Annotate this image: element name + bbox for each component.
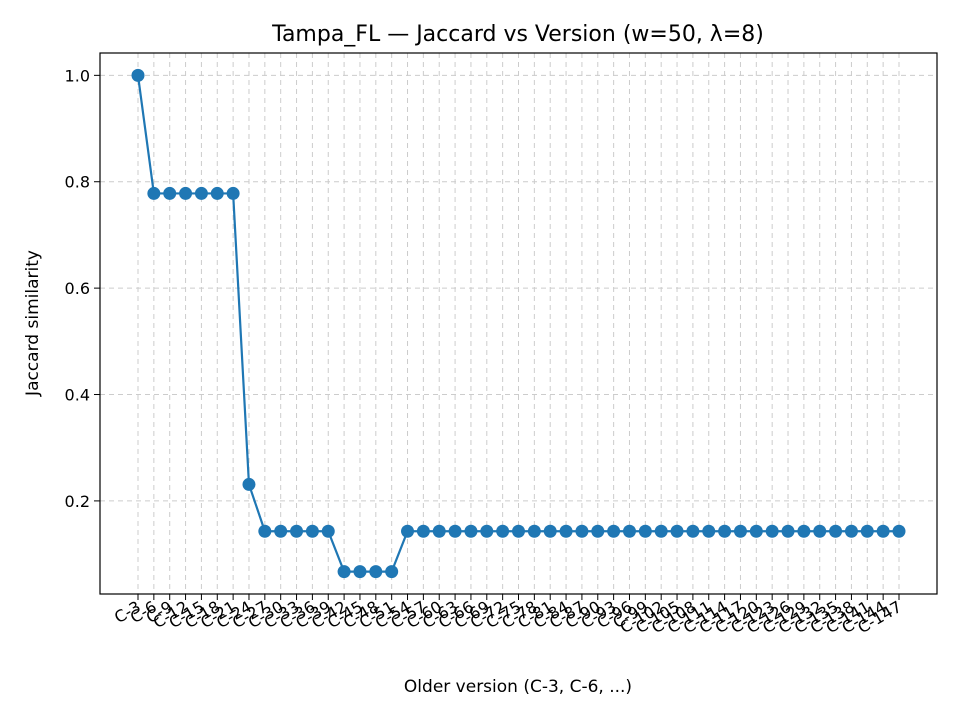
data-point (543, 524, 557, 538)
data-point (179, 186, 193, 200)
data-point (527, 524, 541, 538)
data-point (242, 477, 256, 491)
data-point (860, 524, 874, 538)
y-tick-label: 0.8 (65, 173, 90, 192)
y-axis: 0.2 0.4 0.6 0.8 1.0 (65, 66, 100, 511)
series-layer (131, 68, 906, 579)
data-point (147, 186, 161, 200)
data-point (385, 565, 399, 579)
data-point (702, 524, 716, 538)
data-point (575, 524, 589, 538)
plot-frame (99, 52, 938, 595)
data-point (432, 524, 446, 538)
data-point (131, 68, 145, 82)
data-point (718, 524, 732, 538)
y-axis-label: Jaccard similarity (23, 250, 43, 397)
y-tick-label: 1.0 (65, 66, 90, 85)
data-point (321, 524, 335, 538)
data-point (337, 565, 351, 579)
data-point (353, 565, 367, 579)
data-point (559, 524, 573, 538)
x-axis: C-3C-6C-9C-12C-15C-18C-21C-24C-27C-30C-3… (111, 594, 905, 637)
chart-title: Tampa_FL — Jaccard vs Version (w=50, λ=8… (271, 22, 764, 47)
data-point (305, 524, 319, 538)
data-point (258, 524, 272, 538)
data-point (274, 524, 288, 538)
data-point (607, 524, 621, 538)
x-axis-label: Older version (C-3, C-6, ...) (404, 677, 632, 697)
data-point (194, 186, 208, 200)
data-point (448, 524, 462, 538)
data-point (401, 524, 415, 538)
data-point (686, 524, 700, 538)
y-tick-label: 0.2 (65, 492, 90, 511)
y-tick-label: 0.6 (65, 279, 90, 298)
data-point (591, 524, 605, 538)
data-point (163, 186, 177, 200)
data-point (638, 524, 652, 538)
data-point (765, 524, 779, 538)
data-point (210, 186, 224, 200)
data-point (813, 524, 827, 538)
data-point (749, 524, 763, 538)
data-point (464, 524, 478, 538)
data-point (654, 524, 668, 538)
grid-layer (100, 53, 937, 594)
data-point (369, 565, 383, 579)
data-point (622, 524, 636, 538)
data-point (892, 524, 906, 538)
data-point (416, 524, 430, 538)
data-point (512, 524, 525, 538)
data-point (781, 524, 795, 538)
data-point (733, 524, 747, 538)
data-point (290, 524, 304, 538)
y-tick-label: 0.4 (65, 386, 90, 405)
data-point (670, 524, 684, 538)
data-point (829, 524, 843, 538)
data-point (496, 524, 510, 538)
data-point (844, 524, 858, 538)
data-point (876, 524, 890, 538)
data-point (480, 524, 494, 538)
data-point (797, 524, 811, 538)
data-point (226, 186, 240, 200)
